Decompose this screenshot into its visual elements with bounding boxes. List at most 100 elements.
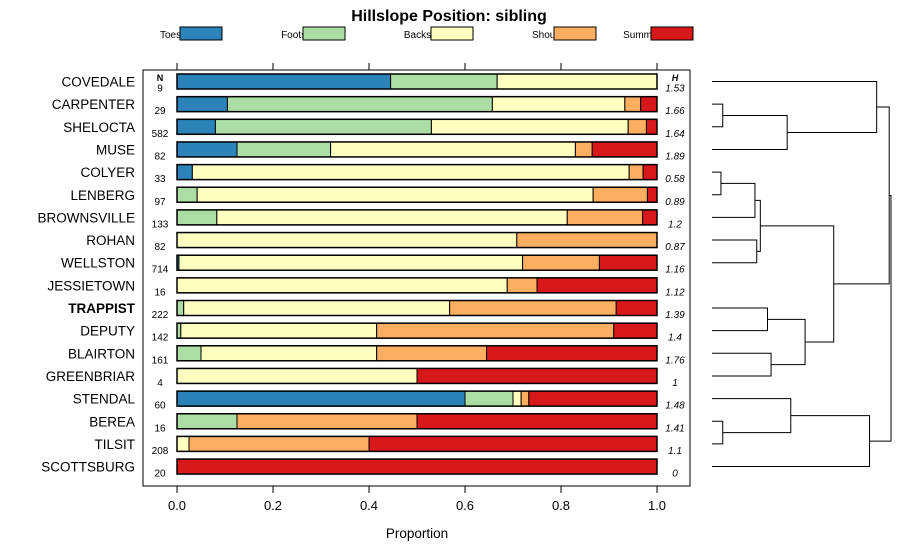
bar-outline-jessietown [176, 277, 658, 294]
bar-outline-colyer [176, 163, 658, 181]
bar-segment-trappist-footslope [176, 300, 185, 316]
h-value-brownsville: 1.2 [668, 219, 682, 230]
n-value-scottsburg: 20 [154, 469, 166, 480]
dendrogram-branch-15 [869, 194, 892, 442]
n-value-deputy: 142 [152, 333, 169, 344]
category-label-greenbriar: GREENBRIAR [46, 369, 136, 384]
h-value-trappist: 1.39 [665, 310, 685, 321]
bar-segment-deputy-backslope [180, 322, 378, 339]
bar-segment-muse-backslope [330, 141, 576, 158]
dendrogram-branch-1 [712, 114, 788, 150]
bar-segment-trappist-shoulder [449, 300, 617, 316]
bar-segment-scottsburg-summit [176, 458, 658, 475]
bar-segment-jessietown-shoulder [506, 277, 538, 294]
h-value-berea: 1.41 [665, 423, 684, 434]
dendrogram-branch-13 [712, 398, 792, 434]
h-value-tilsit: 1.1 [668, 446, 682, 457]
dendrogram-branch-0 [712, 103, 724, 128]
bar-segment-lenberg-footslope [176, 186, 198, 203]
bar-outline-berea [176, 413, 658, 430]
dendrogram-branch-4 [712, 182, 756, 218]
legend-label-summit: Summit [623, 30, 657, 41]
bar-outline-muse [176, 141, 658, 158]
bar-outline-shelocta [176, 118, 658, 136]
h-value-stendal: 1.48 [665, 401, 685, 412]
category-label-shelocta: SHELOCTA [63, 120, 135, 135]
category-label-deputy: DEPUTY [80, 324, 135, 339]
bar-segment-muse-toeslope [176, 141, 238, 158]
bar-segment-covedale-toeslope [176, 73, 392, 90]
dendrogram-branch-11 [833, 106, 890, 285]
bar-segment-colyer-shoulder [628, 164, 644, 181]
dendrogram-branch-2 [712, 81, 878, 133]
x-tick-label-1: 0.2 [264, 498, 282, 513]
bar-segment-covedale-footslope [390, 73, 498, 90]
n-value-colyer: 33 [154, 174, 166, 185]
h-value-shelocta: 1.64 [665, 129, 685, 140]
category-label-rohan: ROHAN [86, 233, 135, 248]
legend-swatch-shoulder [553, 26, 597, 41]
bar-segment-muse-summit [591, 141, 658, 158]
plot-frame [142, 69, 691, 487]
category-label-scottsburg: SCOTTSBURG [41, 460, 135, 475]
h-value-blairton: 1.76 [665, 355, 685, 366]
bar-segment-deputy-summit [613, 322, 658, 339]
bar-segment-lenberg-shoulder [592, 186, 648, 203]
bar-segment-stendal-backslope [512, 390, 522, 407]
dendrogram-branch-12 [712, 420, 724, 445]
n-value-covedale: 9 [157, 84, 163, 95]
bar-segment-shelocta-shoulder [627, 118, 647, 135]
bar-segment-lenberg-backslope [196, 186, 594, 203]
bar-segment-brownsville-shoulder [566, 209, 644, 226]
bar-segment-berea-shoulder [236, 413, 418, 430]
bar-segment-shelocta-summit [645, 118, 658, 135]
category-label-tilsit: TILSIT [94, 437, 135, 452]
h-value-scottsburg: 0 [672, 469, 678, 480]
bar-segment-carpenter-summit [640, 96, 658, 113]
bar-segment-carpenter-footslope [226, 96, 493, 113]
n-value-muse: 82 [154, 151, 166, 162]
bar-outline-stendal [176, 390, 658, 407]
category-label-lenberg: LENBERG [70, 188, 135, 203]
x-tick-label-4: 0.8 [552, 498, 570, 513]
bar-segment-shelocta-toeslope [176, 118, 216, 135]
x-axis-label: Proportion [386, 526, 448, 541]
bar-segment-wellston-backslope [178, 254, 524, 271]
category-label-covedale: COVEDALE [61, 75, 135, 90]
n-value-rohan: 82 [154, 242, 166, 253]
bar-segment-rohan-shoulder [516, 232, 658, 249]
bar-outline-greenbriar [176, 367, 658, 385]
x-tick-label-2: 0.4 [360, 498, 378, 513]
bar-segment-blairton-summit [486, 345, 658, 362]
bar-outline-scottsburg [176, 458, 658, 475]
bar-segment-wellston-summit [598, 254, 658, 271]
bar-segment-colyer-summit [642, 164, 658, 181]
bar-segment-lenberg-summit [646, 186, 658, 203]
h-value-carpenter: 1.66 [665, 106, 685, 117]
n-value-carpenter: 29 [154, 106, 166, 117]
bars: COVEDALE 9 1.53 CARPENTER 29 1.66 SHELOCTA 582 1… [37, 73, 685, 480]
dendrogram [712, 81, 892, 468]
category-label-carpenter: CARPENTER [52, 97, 136, 112]
bar-segment-stendal-summit [528, 390, 658, 407]
h-value-muse: 1.89 [665, 151, 685, 162]
bar-segment-tilsit-summit [368, 435, 658, 452]
bar-segment-trappist-summit [615, 300, 658, 316]
x-tick-label-5: 1.0 [648, 498, 666, 513]
x-tick-label-3: 0.6 [456, 498, 474, 513]
bar-segment-wellston-shoulder [522, 254, 600, 271]
bar-segment-tilsit-shoulder [188, 435, 370, 452]
h-value-greenbriar: 1 [672, 378, 678, 389]
x-tick-label-0: 0.0 [168, 498, 186, 513]
bar-segment-carpenter-toeslope [176, 96, 228, 113]
h-column-header: H [672, 73, 679, 83]
legend-label-backslope: Backslope [404, 30, 451, 41]
n-value-jessietown: 16 [154, 287, 166, 298]
bar-outline-carpenter [176, 95, 658, 113]
bar-segment-brownsville-backslope [216, 209, 568, 226]
n-column-header: N [157, 73, 164, 83]
n-value-lenberg: 97 [154, 197, 166, 208]
bar-segment-stendal-footslope [464, 390, 514, 407]
dendrogram-branch-5 [712, 239, 758, 264]
bar-segment-jessietown-summit [536, 277, 658, 294]
